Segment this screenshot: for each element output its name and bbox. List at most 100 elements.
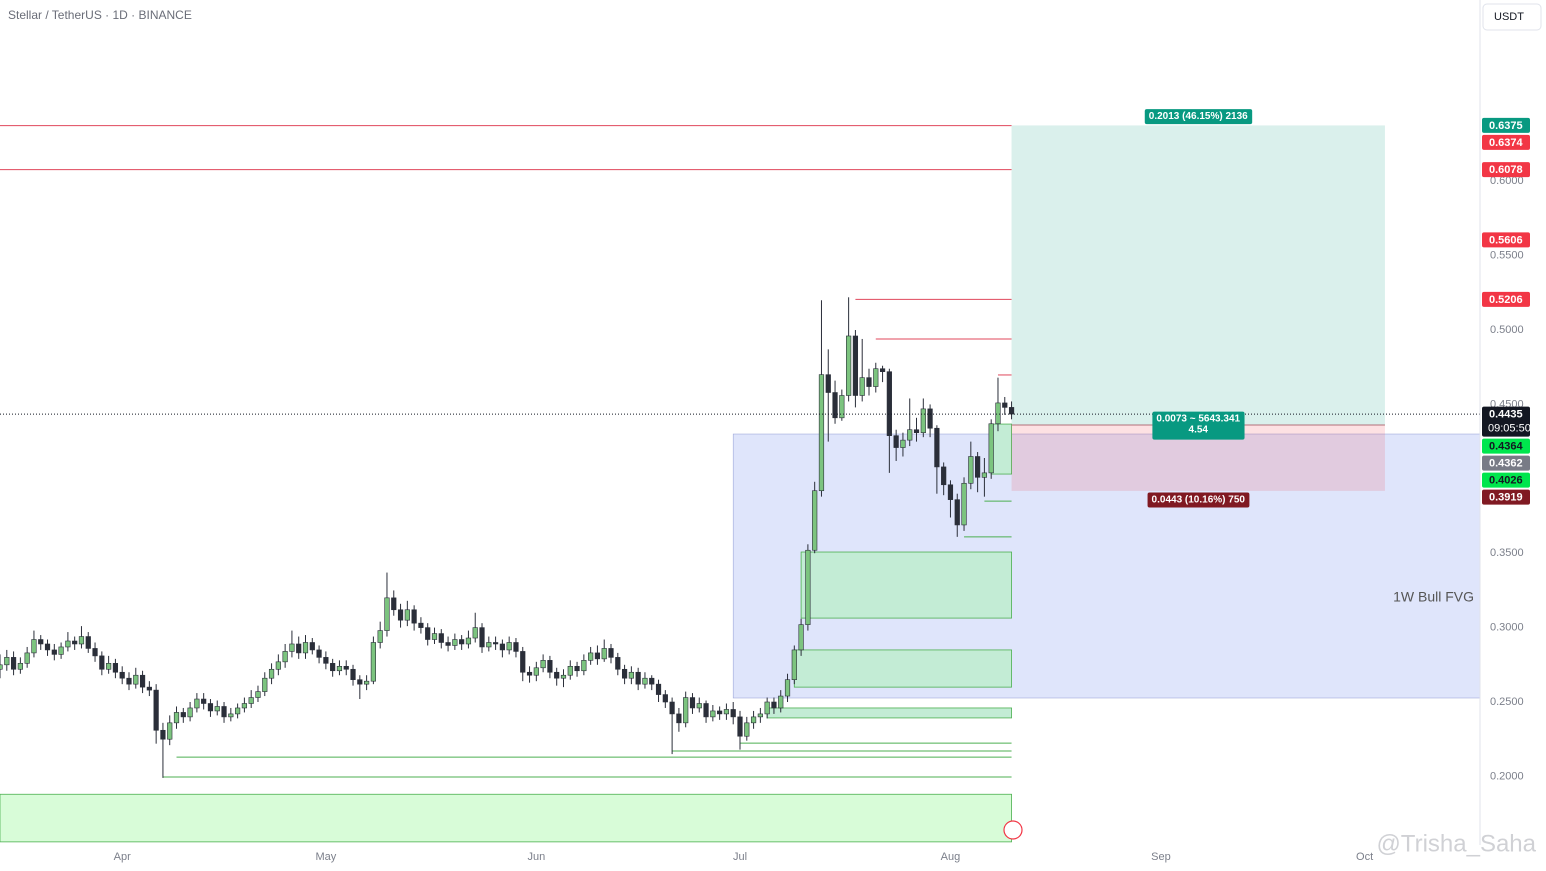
- x-tick-label: Oct: [1356, 851, 1373, 863]
- candle-body: [730, 709, 736, 718]
- candle-body: [567, 665, 573, 676]
- candle-body: [180, 712, 186, 718]
- candle-body: [703, 703, 709, 718]
- candle-body: [248, 697, 254, 704]
- price-label-bg: [1482, 291, 1530, 307]
- candle-body: [588, 652, 594, 661]
- candle-body: [268, 668, 275, 679]
- candle-body: [10, 657, 17, 670]
- y-tick-label: 0.5000: [1490, 324, 1524, 336]
- candle-body: [51, 649, 57, 655]
- candle-body: [323, 657, 329, 664]
- candle-body: [160, 729, 166, 740]
- price-label: 0.6375: [1489, 120, 1523, 132]
- candle-body: [397, 609, 404, 621]
- price-label-bg: [1482, 406, 1530, 437]
- candle-body: [866, 377, 872, 387]
- candle-body: [78, 636, 85, 645]
- x-tick-label: Sep: [1151, 851, 1171, 863]
- overlay-layer: 0.20000.25000.30000.35000.40000.45000.50…: [114, 109, 1531, 863]
- price-label: 0.4026: [1489, 474, 1523, 486]
- candle-body: [533, 667, 539, 676]
- candle-body: [852, 335, 859, 396]
- candle-body: [364, 680, 370, 685]
- candle-body: [0, 664, 3, 670]
- candle-body: [431, 633, 438, 640]
- candle-body: [981, 472, 988, 478]
- target-area: [1011, 125, 1385, 425]
- candle-body: [309, 642, 315, 651]
- x-tick-label: Apr: [114, 851, 131, 863]
- candle-body: [1002, 402, 1008, 408]
- candle-body: [886, 371, 892, 436]
- candle-body: [1008, 407, 1015, 415]
- candle-body: [452, 639, 458, 646]
- candle-body: [119, 671, 125, 679]
- candle-body: [146, 686, 152, 691]
- marks-layer: [0, 125, 1480, 778]
- candle-body: [554, 671, 560, 679]
- candle-body: [384, 597, 390, 631]
- candle-body: [873, 368, 879, 387]
- y-tick-label: 0.5500: [1490, 250, 1524, 262]
- candle-body: [757, 713, 763, 718]
- y-tick-label: 0.3500: [1490, 547, 1524, 559]
- x-tick-label: Aug: [941, 851, 961, 863]
- candle-body: [4, 657, 10, 666]
- candle-body: [615, 657, 621, 670]
- candle-body: [791, 649, 797, 680]
- candle-body: [296, 643, 302, 654]
- price-label-bg: [1482, 455, 1530, 471]
- currency-label[interactable]: USDT: [1494, 11, 1524, 23]
- background-layer: [0, 125, 1481, 843]
- candle-body: [486, 642, 492, 648]
- candle-body: [235, 707, 241, 715]
- candle-body: [961, 482, 967, 526]
- replay-icon[interactable]: [1003, 820, 1023, 840]
- demand-zone: [793, 649, 1012, 688]
- candle-body: [927, 408, 933, 429]
- candle-body: [907, 429, 913, 441]
- price-label: 0.3919: [1489, 491, 1523, 503]
- candle-body: [846, 335, 852, 396]
- candle-body: [207, 703, 214, 712]
- candle-body: [744, 722, 750, 737]
- candle-body: [17, 663, 23, 670]
- candle-body: [893, 435, 899, 448]
- candle-body: [520, 651, 526, 673]
- fvg-label: 1W Bull FVG: [1393, 589, 1474, 605]
- price-label-bg: [1482, 232, 1530, 248]
- price-label: 0.5606: [1489, 234, 1523, 246]
- candle-body: [995, 402, 1001, 425]
- price-label-bg: [1482, 438, 1530, 454]
- candle-body: [737, 716, 743, 737]
- candle-body: [879, 368, 886, 372]
- candle-body: [31, 639, 37, 654]
- candle-body: [934, 427, 940, 468]
- candle-body: [676, 713, 682, 724]
- candle-body: [601, 648, 607, 660]
- candle-body: [513, 642, 519, 652]
- candle-body: [201, 698, 207, 704]
- x-tick-label: Jun: [527, 851, 545, 863]
- candle-body: [92, 648, 98, 657]
- candle-body: [445, 642, 451, 646]
- price-label-bg: [1482, 117, 1530, 133]
- candle-body: [194, 698, 200, 709]
- candle-body: [683, 697, 689, 724]
- candle-body: [710, 710, 716, 718]
- price-label-bg: [1482, 162, 1530, 178]
- candle-body: [594, 652, 601, 660]
- countdown: 09:05:50: [1488, 422, 1531, 434]
- x-tick-label: Jul: [733, 851, 747, 863]
- candle-body: [771, 701, 777, 709]
- candle-body: [717, 710, 723, 715]
- candle-body: [778, 695, 784, 709]
- currency-button[interactable]: [1482, 3, 1542, 31]
- candle-body: [85, 636, 91, 649]
- candle-body: [343, 665, 349, 670]
- candle-body: [255, 691, 261, 698]
- candle-body: [228, 713, 234, 718]
- candle-body: [975, 456, 981, 478]
- candle-body: [805, 549, 811, 625]
